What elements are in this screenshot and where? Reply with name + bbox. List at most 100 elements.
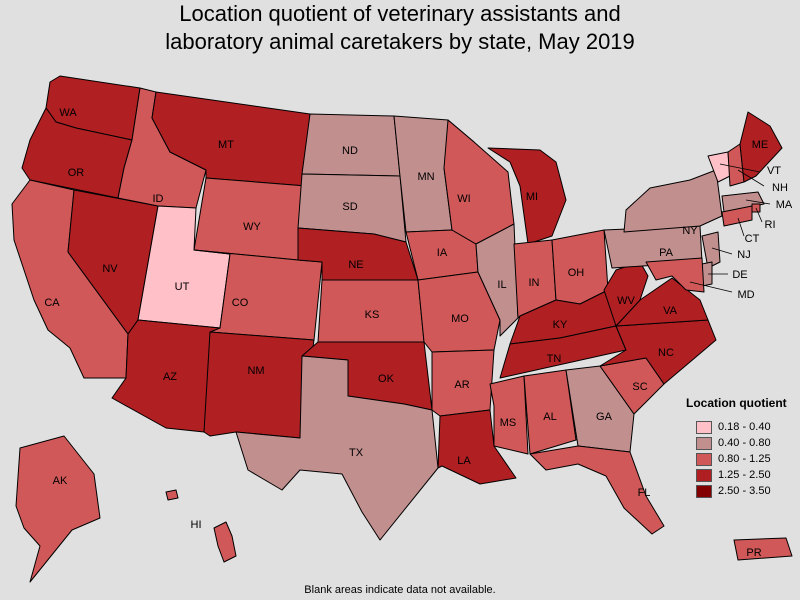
state-label-ms: MS (500, 417, 517, 429)
leader-line-ri (755, 207, 763, 223)
state-label-ct: CT (745, 233, 760, 245)
state-fl (529, 445, 665, 535)
state-label-il: IL (497, 279, 506, 291)
state-label-va: VA (663, 305, 678, 317)
legend-label: 1.25 - 2.50 (718, 469, 771, 481)
title-line-1: Location quotient of veterinary assistan… (179, 1, 621, 26)
state-label-pr: PR (746, 547, 761, 559)
leader-line-nj (711, 247, 733, 255)
state-label-ar: AR (454, 379, 469, 391)
state-label-la: LA (457, 455, 471, 467)
legend-item: 0.80 - 1.25 (686, 451, 798, 467)
state-label-ma: MA (776, 199, 793, 211)
leader-line-nh (737, 169, 765, 187)
footnote: Blank areas indicate data not available. (304, 584, 496, 596)
state-wv (603, 261, 649, 327)
state-label-mi: MI (526, 191, 538, 203)
state-label-ny: NY (682, 225, 698, 237)
state-label-ia: IA (437, 247, 448, 259)
state-nc (599, 319, 717, 385)
state-label-nv: NV (102, 263, 118, 275)
leader-line-vt (719, 163, 761, 173)
state-ak (15, 435, 101, 583)
state-label-oh: OH (568, 267, 585, 279)
state-label-nh: NH (772, 182, 788, 194)
state-label-wv: WV (617, 295, 635, 307)
state-il (475, 223, 519, 337)
legend-swatch (696, 452, 712, 466)
state-wi (443, 119, 515, 245)
state-label-ne: NE (348, 259, 363, 271)
state-label-tx: TX (349, 447, 364, 459)
state-ga (565, 365, 635, 453)
state-me (739, 111, 783, 183)
legend-item: 0.18 - 0.40 (686, 419, 798, 435)
state-label-mt: MT (218, 139, 234, 151)
state-label-ri: RI (765, 219, 776, 231)
legend-item: 0.40 - 0.80 (686, 435, 798, 451)
legend-item: 2.50 - 3.50 (686, 483, 798, 499)
state-label-in: IN (529, 277, 540, 289)
state-label-mn: MN (417, 171, 434, 183)
leader-line-ma (745, 199, 771, 205)
state-mi (487, 147, 567, 245)
state-label-or: OR (68, 167, 85, 179)
state-hi (165, 489, 237, 563)
leader-line-ct (737, 217, 745, 237)
state-label-al: AL (543, 411, 556, 423)
legend-swatch (696, 484, 712, 498)
state-label-tn: TN (547, 353, 562, 365)
legend-label: 0.40 - 0.80 (718, 437, 771, 449)
state-label-sd: SD (342, 201, 357, 213)
state-label-id: ID (153, 193, 164, 205)
state-label-sc: SC (632, 381, 647, 393)
legend-swatch (696, 468, 712, 482)
state-label-nm: NM (247, 365, 264, 377)
legend: Location quotient 0.18 - 0.40 0.40 - 0.8… (686, 396, 798, 499)
state-label-de: DE (732, 269, 747, 281)
state-label-co: CO (232, 297, 249, 309)
map-title: Location quotient of veterinary assistan… (0, 0, 800, 56)
state-label-ga: GA (596, 411, 613, 423)
state-label-fl: FL (638, 487, 651, 499)
state-ma (721, 191, 765, 213)
state-label-md: MD (737, 289, 754, 301)
state-md (645, 257, 705, 293)
legend-swatch (696, 420, 712, 434)
legend-item: 1.25 - 2.50 (686, 467, 798, 483)
state-label-me: ME (752, 139, 769, 151)
state-label-nd: ND (342, 145, 358, 157)
state-label-wa: WA (59, 107, 77, 119)
state-label-ut: UT (175, 281, 190, 293)
state-wy (193, 177, 307, 261)
state-label-pa: PA (659, 247, 674, 259)
state-nm (203, 331, 315, 439)
state-ms (489, 375, 529, 455)
state-label-ak: AK (53, 475, 68, 487)
state-label-ca: CA (44, 297, 60, 309)
legend-label: 0.80 - 1.25 (718, 453, 771, 465)
legend-swatch (696, 436, 712, 450)
state-label-wi: WI (457, 193, 470, 205)
state-pr (733, 537, 793, 561)
state-label-ok: OK (378, 373, 395, 385)
state-label-mo: MO (451, 313, 469, 325)
state-al (523, 369, 577, 455)
title-line-2: laboratory animal caretakers by state, M… (165, 29, 635, 54)
state-la (437, 409, 517, 485)
state-label-nj: NJ (737, 249, 750, 261)
state-label-ky: KY (553, 319, 568, 331)
state-label-ks: KS (365, 309, 380, 321)
state-label-vt: VT (767, 165, 781, 177)
state-nj (701, 231, 721, 269)
state-label-hi: HI (191, 519, 202, 531)
state-label-wy: WY (243, 221, 261, 233)
legend-title: Location quotient (686, 396, 787, 410)
legend-label: 0.18 - 0.40 (718, 421, 771, 433)
state-tx (235, 355, 439, 541)
state-ct (721, 205, 753, 227)
leader-line-md (689, 281, 733, 293)
state-label-az: AZ (163, 371, 177, 383)
state-ny (623, 169, 723, 233)
